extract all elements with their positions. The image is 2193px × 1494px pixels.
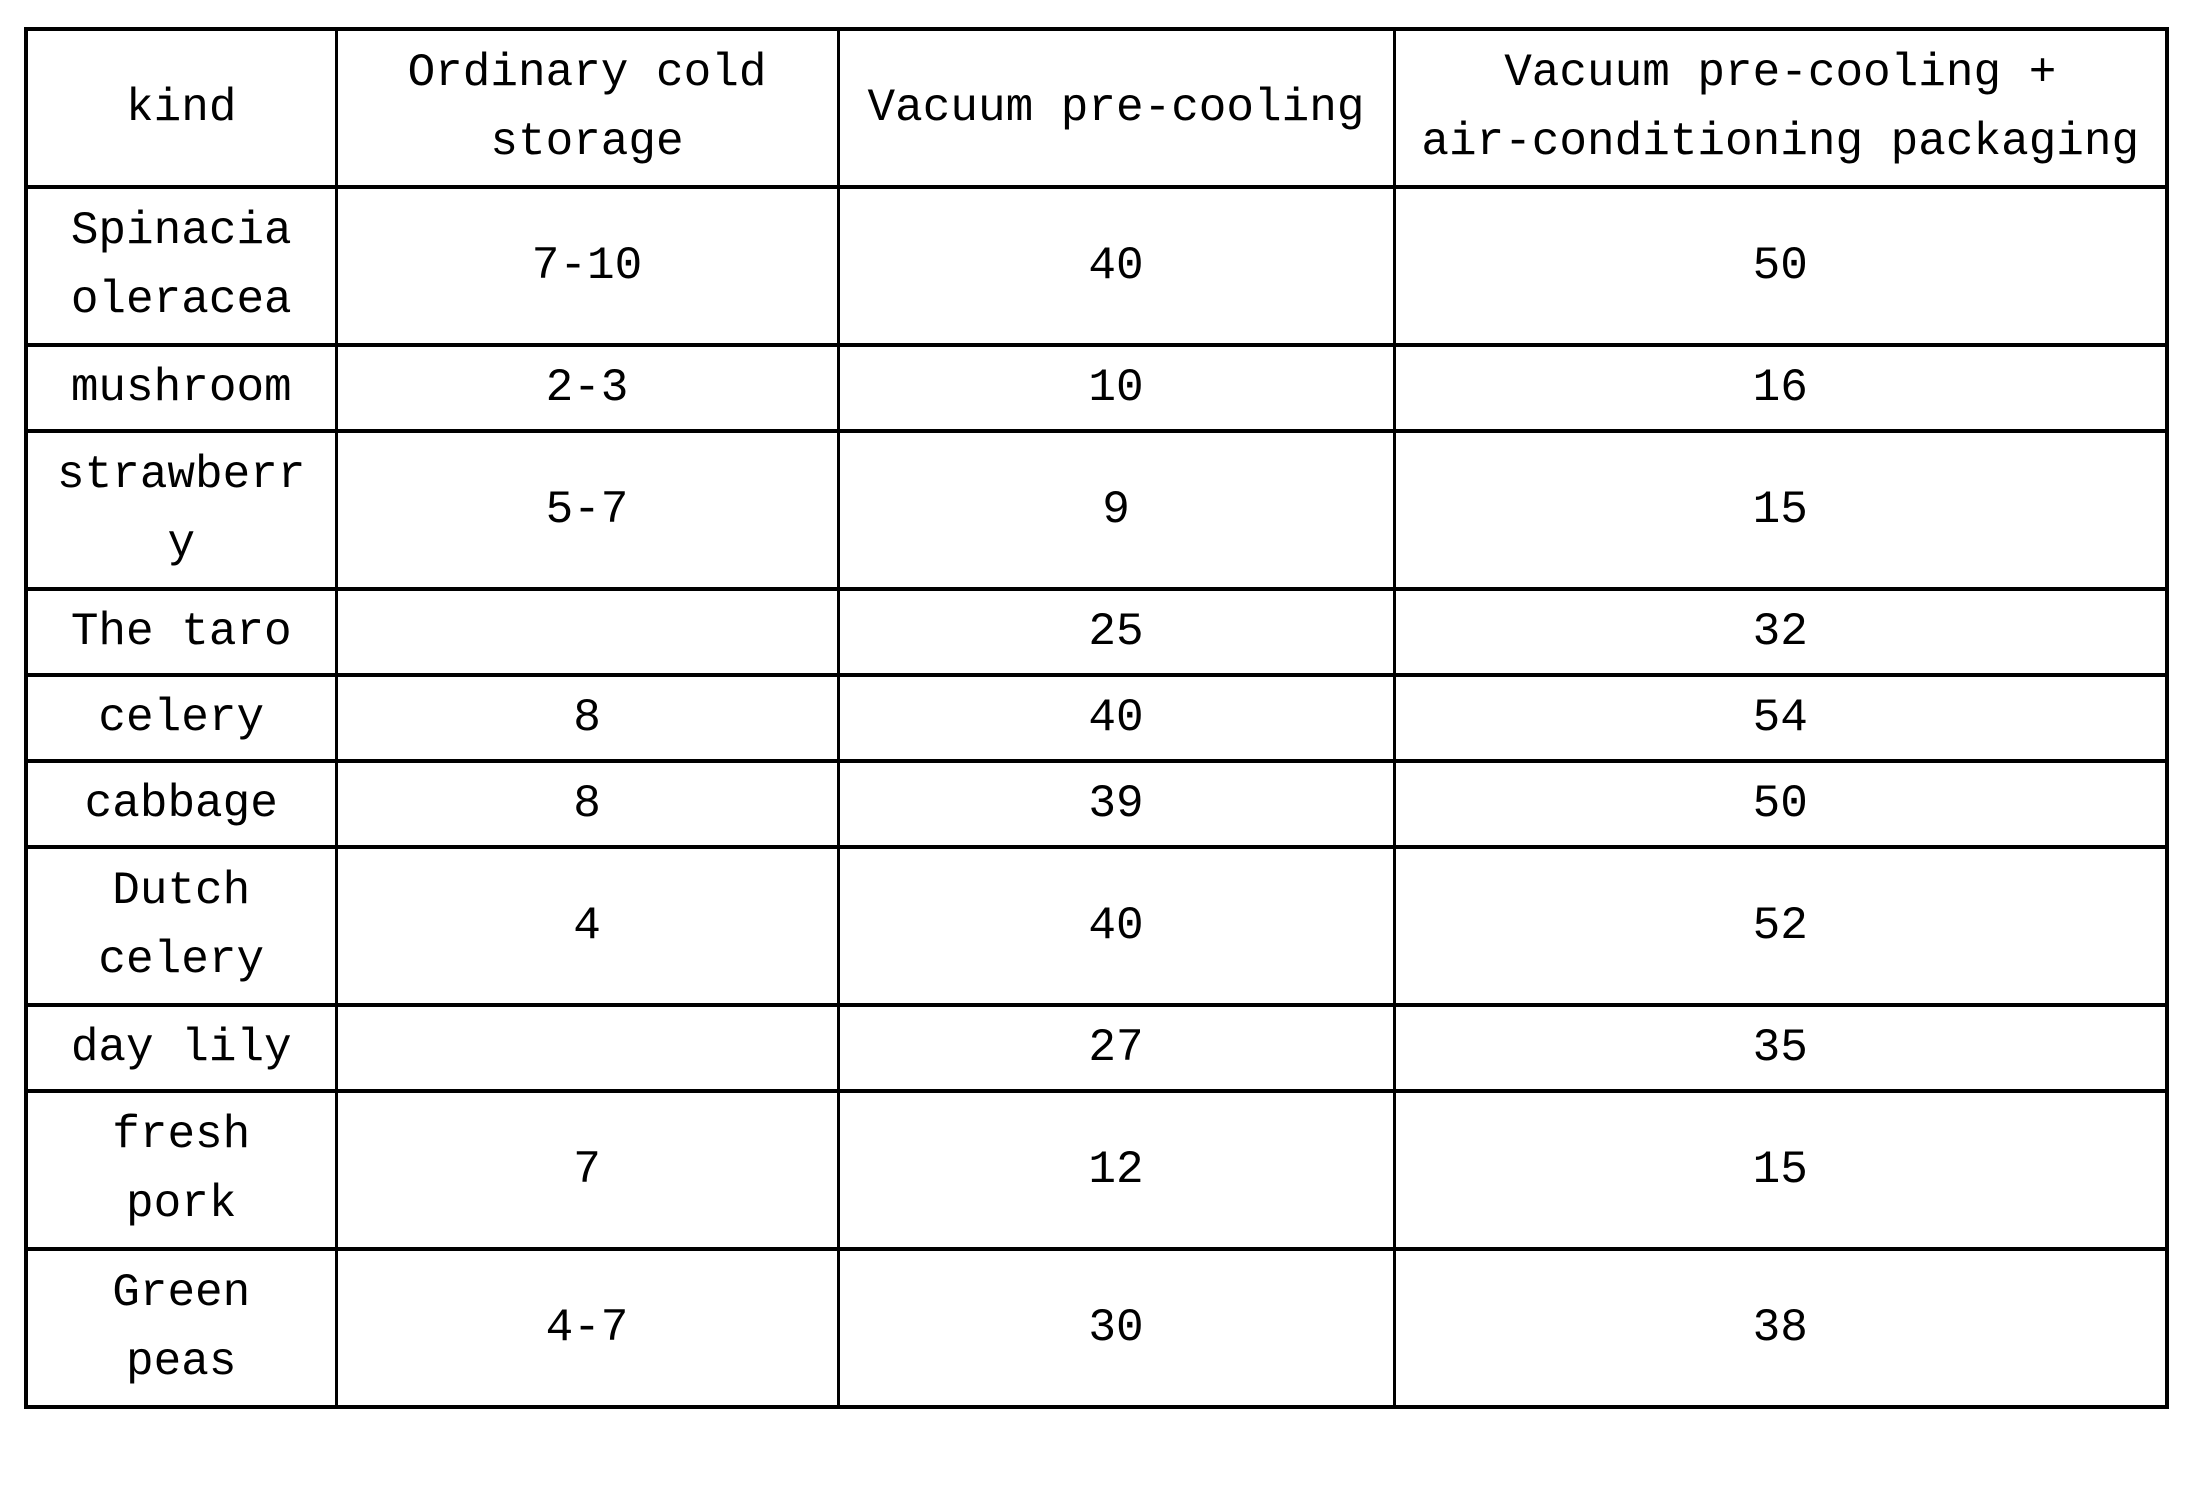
value-cell: [334, 587, 840, 677]
value-cell: 35: [1392, 1003, 2169, 1093]
value-cell: 2-3: [334, 343, 840, 433]
value-cell: 7-10: [334, 185, 840, 347]
value-cell: 50: [1392, 759, 2169, 849]
table-row-dutch-celery: Dutch celery 4 40 52: [24, 845, 2169, 1007]
column-header-ordinary-cold-storage: Ordinary cold storage: [334, 27, 840, 189]
value-cell: 32: [1392, 587, 2169, 677]
value-cell: 52: [1392, 845, 2169, 1007]
table-row-celery: celery 8 40 54: [24, 673, 2169, 763]
value-cell: 50: [1392, 185, 2169, 347]
row-label-cell: strawberry: [24, 429, 338, 591]
row-label-cell: Green peas: [24, 1247, 338, 1409]
value-cell: 25: [836, 587, 1396, 677]
value-cell: 38: [1392, 1247, 2169, 1409]
row-label-cell: day lily: [24, 1003, 338, 1093]
table-row-green-peas: Green peas 4-7 30 38: [24, 1247, 2169, 1409]
storage-comparison-table: kind Ordinary cold storage Vacuum pre-co…: [24, 27, 2169, 1409]
column-header-vacuum-pre-cooling-packaging: Vacuum pre-cooling + air-conditioning pa…: [1392, 27, 2169, 189]
table-row-spinacia-oleracea: Spinacia oleracea 7-10 40 50: [24, 185, 2169, 347]
table-row-day-lily: day lily 27 35: [24, 1003, 2169, 1093]
value-cell: 27: [836, 1003, 1396, 1093]
value-cell: 12: [836, 1089, 1396, 1251]
value-cell: 10: [836, 343, 1396, 433]
value-cell: 9: [836, 429, 1396, 591]
value-cell: 7: [334, 1089, 840, 1251]
table-row-mushroom: mushroom 2-3 10 16: [24, 343, 2169, 433]
row-label-cell: celery: [24, 673, 338, 763]
value-cell: 54: [1392, 673, 2169, 763]
table-row-cabbage: cabbage 8 39 50: [24, 759, 2169, 849]
table-row-strawberry: strawberry 5-7 9 15: [24, 429, 2169, 591]
row-label-cell: The taro: [24, 587, 338, 677]
value-cell: 15: [1392, 429, 2169, 591]
row-label-cell: cabbage: [24, 759, 338, 849]
table-row-fresh-pork: fresh pork 7 12 15: [24, 1089, 2169, 1251]
value-cell: 8: [334, 673, 840, 763]
value-cell: 30: [836, 1247, 1396, 1409]
value-cell: 4: [334, 845, 840, 1007]
row-label-cell: Dutch celery: [24, 845, 338, 1007]
row-label-cell: mushroom: [24, 343, 338, 433]
value-cell: 40: [836, 673, 1396, 763]
row-label-cell: fresh pork: [24, 1089, 338, 1251]
value-cell: 40: [836, 185, 1396, 347]
value-cell: 16: [1392, 343, 2169, 433]
row-label-cell: Spinacia oleracea: [24, 185, 338, 347]
header-row: kind Ordinary cold storage Vacuum pre-co…: [24, 27, 2169, 189]
value-cell: 5-7: [334, 429, 840, 591]
value-cell: 8: [334, 759, 840, 849]
table-row-the-taro: The taro 25 32: [24, 587, 2169, 677]
column-header-vacuum-pre-cooling: Vacuum pre-cooling: [836, 27, 1396, 189]
value-cell: 15: [1392, 1089, 2169, 1251]
column-header-kind: kind: [24, 27, 338, 189]
value-cell: 39: [836, 759, 1396, 849]
value-cell: [334, 1003, 840, 1093]
value-cell: 40: [836, 845, 1396, 1007]
value-cell: 4-7: [334, 1247, 840, 1409]
